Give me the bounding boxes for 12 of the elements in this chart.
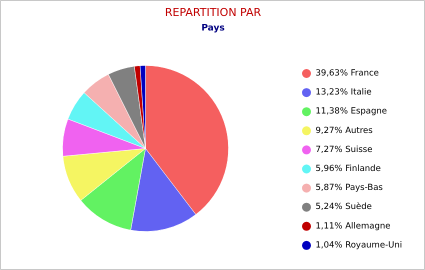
legend-label: 5,96% Finlande: [316, 164, 381, 174]
legend-label: 1,04% Royaume-Uni: [316, 240, 402, 250]
legend-label: 7,27% Suisse: [316, 144, 372, 155]
legend-label: 13,23% Italie: [316, 88, 372, 98]
legend-label: 5,24% Suède: [316, 202, 372, 212]
chart-title: REPARTITION PAR: [164, 6, 262, 19]
chart-subtitle: Pays: [201, 24, 225, 34]
legend-label: 5,87% Pays-Bas: [316, 183, 384, 194]
legend-label: 11,38% Espagne: [316, 106, 388, 117]
legend-label: 9,27% Autres: [316, 126, 374, 136]
legend-label: 1,11% Allemagne: [316, 221, 390, 232]
legend-label: 39,63% France: [316, 68, 379, 78]
